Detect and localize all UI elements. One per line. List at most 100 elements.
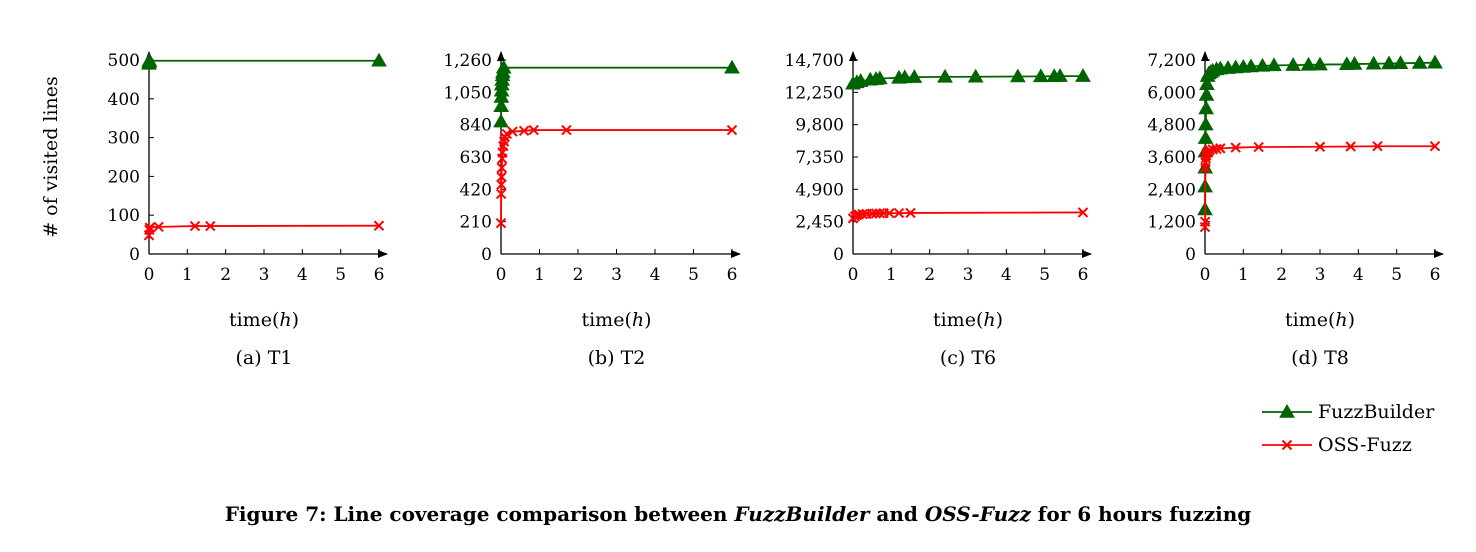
data-point	[1198, 87, 1215, 101]
x-tick-label: 0	[496, 265, 507, 285]
data-point	[1392, 55, 1409, 69]
data-point	[1199, 76, 1215, 90]
data-point	[1077, 207, 1089, 218]
x-axis-label: time(h)	[1285, 309, 1355, 331]
y-tick-label: 0	[1185, 245, 1196, 265]
x-axis-label: time(h)	[229, 309, 299, 331]
data-point	[1345, 141, 1356, 152]
data-point	[937, 68, 953, 83]
y-tick-label: 200	[108, 167, 140, 187]
x-tick-label: 2	[1276, 265, 1287, 285]
x-tick-label: 0	[848, 265, 859, 285]
y-tick-label: 0	[481, 245, 492, 265]
y-tick-label: 9,800	[795, 116, 844, 136]
data-point	[371, 52, 387, 67]
y-tick-label: 630	[460, 148, 492, 168]
figure-caption: Figure 7: Line coverage comparison betwe…	[0, 502, 1476, 526]
data-point	[1215, 143, 1226, 154]
data-point	[501, 128, 512, 140]
x-tick-label: 3	[611, 265, 622, 285]
data-point	[967, 68, 984, 83]
x-tick-label: 2	[573, 265, 584, 285]
y-tick-label: 4,900	[795, 180, 844, 200]
data-point	[495, 188, 507, 200]
x-tick-label: 6	[727, 265, 738, 285]
data-point	[1230, 142, 1241, 153]
x-tick-label: 1	[182, 265, 193, 285]
subplot-2: 0 1 2 3 4 5 6 0 210 420 630 840 1,050 1,260 time(h) (b)…	[443, 51, 741, 369]
data-point	[507, 126, 518, 137]
data-point	[1365, 55, 1382, 70]
data-point	[1211, 143, 1222, 155]
y-tick-label: 300	[108, 129, 140, 149]
y-tick-label: 1,200	[1147, 213, 1196, 233]
data-point	[496, 171, 507, 183]
y-tick-label: 1,050	[443, 83, 492, 103]
data-point	[1253, 141, 1264, 153]
subplot-caption: (c) T6	[940, 347, 996, 369]
y-axis-label: # of visited lines	[40, 76, 62, 238]
y-tick-label: 840	[460, 116, 492, 136]
data-point	[1009, 68, 1026, 83]
data-point	[1372, 141, 1383, 152]
data-point	[1300, 56, 1317, 71]
y-tick-label: 0	[833, 245, 844, 265]
caption-prefix: Figure 7: Line coverage comparison betwe…	[224, 502, 735, 526]
data-point	[1381, 55, 1397, 70]
data-point	[493, 98, 510, 112]
x-tick-label: 5	[1391, 265, 1402, 285]
x-tick-label: 4	[1001, 265, 1012, 285]
data-point	[893, 207, 905, 219]
y-tick-label: 7,350	[795, 148, 844, 168]
data-point	[495, 59, 512, 74]
data-point	[1429, 141, 1441, 152]
data-point	[905, 207, 916, 219]
y-tick-label: 4,800	[1147, 116, 1196, 136]
data-point	[1032, 68, 1049, 83]
data-point	[1243, 58, 1259, 73]
data-point	[495, 217, 507, 229]
data-point	[1346, 56, 1363, 70]
subplot-caption: (a) T1	[236, 347, 293, 369]
data-point	[1411, 54, 1428, 69]
y-tick-label: 210	[460, 213, 492, 233]
y-tick-label: 3,600	[1147, 148, 1196, 168]
series-oss-fuzz	[143, 220, 385, 241]
data-point	[144, 224, 155, 236]
y-tick-label: 0	[129, 245, 140, 265]
series-oss-fuzz	[495, 124, 738, 229]
subplot-4: 0 1 2 3 4 5 6 0 1,200 2,400 3,600 4,800 6,000 7,200 ti…	[1147, 51, 1444, 369]
series-line	[500, 129, 732, 224]
series-line	[148, 224, 380, 236]
legend: FuzzBuilder OSS-Fuzz	[1262, 401, 1435, 456]
data-point	[857, 208, 868, 220]
data-point	[1266, 57, 1282, 72]
legend-entry-oss-fuzz: OSS-Fuzz	[1262, 434, 1412, 456]
data-point	[1197, 130, 1214, 144]
series-line	[148, 59, 379, 64]
data-point	[205, 220, 216, 232]
legend-marker	[1281, 439, 1293, 451]
data-point	[1075, 68, 1091, 82]
data-point	[496, 179, 507, 190]
caption-suffix: for 6 hours fuzzing	[1030, 502, 1252, 526]
subplot-caption: (d) T8	[1291, 347, 1349, 369]
data-point	[189, 220, 201, 232]
data-point	[1197, 116, 1214, 131]
series-fuzzbuilder	[845, 68, 1091, 90]
series-line	[1204, 61, 1436, 210]
x-tick-label: 1	[1238, 265, 1249, 285]
x-tick-label: 1	[886, 265, 897, 285]
data-point	[1314, 141, 1326, 152]
series-oss-fuzz	[847, 207, 1089, 224]
x-tick-label: 2	[924, 265, 935, 285]
x-tick-label: 2	[220, 265, 231, 285]
series-line	[1204, 145, 1435, 228]
x-tick-label: 5	[688, 265, 699, 285]
x-tick-label: 5	[335, 265, 346, 285]
data-point	[561, 124, 572, 136]
series-fuzzbuilder	[1197, 54, 1443, 216]
y-tick-label: 2,450	[795, 213, 844, 233]
y-tick-label: 14,700	[785, 51, 844, 71]
